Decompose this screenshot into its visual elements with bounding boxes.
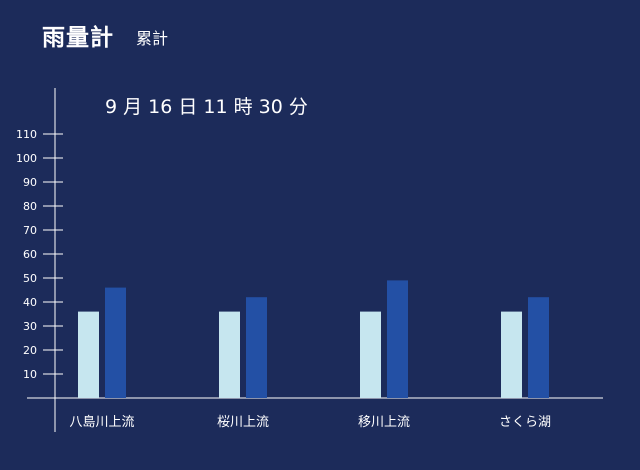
bar-light	[78, 311, 99, 398]
y-tick-label: 40	[23, 296, 37, 309]
y-tick-label: 30	[23, 320, 37, 333]
category-label: 八島川上流	[69, 415, 134, 430]
y-tick-label: 80	[23, 200, 37, 213]
category-label: さくら湖	[499, 415, 551, 430]
page-subtitle: 累計	[136, 29, 169, 48]
y-tick-label: 50	[23, 272, 37, 285]
bar-dark	[105, 287, 126, 398]
bar-dark	[387, 280, 408, 398]
category-label: 移川上流	[358, 415, 410, 430]
category-label: 桜川上流	[217, 415, 269, 430]
y-tick-label: 60	[23, 248, 37, 261]
bar-light	[360, 311, 381, 398]
y-tick-label: 20	[23, 344, 37, 357]
y-tick-label: 90	[23, 176, 37, 189]
y-tick-label: 110	[16, 128, 37, 141]
bar-light	[219, 311, 240, 398]
y-tick-label: 10	[23, 368, 37, 381]
bar-dark	[528, 297, 549, 398]
page-title: 雨量計	[42, 25, 114, 51]
timestamp-label: 9 月 16 日 11 時 30 分	[105, 96, 308, 118]
y-tick-label: 70	[23, 224, 37, 237]
bar-light	[501, 311, 522, 398]
bar-dark	[246, 297, 267, 398]
y-tick-label: 100	[16, 152, 37, 165]
